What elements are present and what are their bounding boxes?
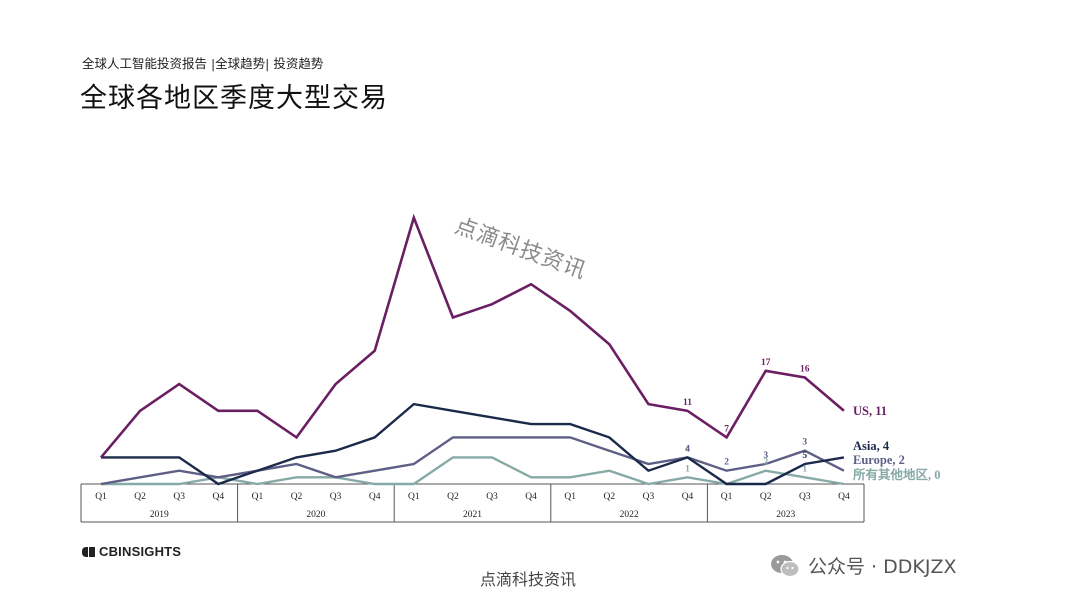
year-label: 2021 bbox=[463, 510, 482, 520]
x-tick-label: Q3 bbox=[173, 492, 185, 502]
x-tick-label: Q2 bbox=[134, 492, 146, 502]
x-tick-label: Q4 bbox=[212, 492, 224, 502]
x-tick-label: Q1 bbox=[564, 492, 576, 502]
watermark-bottom: 点滴科技资讯 bbox=[480, 570, 577, 589]
wechat-account: 公众号 · DDKJZX bbox=[770, 552, 956, 579]
x-tick-label: Q3 bbox=[643, 492, 655, 502]
data-label: 11 bbox=[683, 398, 692, 408]
year-label: 2022 bbox=[620, 510, 639, 520]
series-label-asia: Asia, 4 bbox=[853, 439, 890, 453]
x-tick-label: Q2 bbox=[291, 492, 303, 502]
series-label-europe: Europe, 2 bbox=[853, 453, 905, 467]
x-tick-label: Q4 bbox=[682, 492, 694, 502]
wechat-icon bbox=[771, 554, 800, 577]
data-label: 3 bbox=[763, 451, 768, 461]
x-tick-label: Q1 bbox=[95, 492, 107, 502]
year-label: 2023 bbox=[776, 510, 795, 520]
data-label: 4 bbox=[685, 444, 690, 454]
logo-text: CBINSIGHTS bbox=[99, 544, 182, 559]
chart-title: 全球各地区季度大型交易 bbox=[80, 83, 388, 114]
year-label: 2019 bbox=[150, 510, 169, 520]
data-label: 2 bbox=[724, 458, 729, 468]
series-label-other: 所有其他地区, 0 bbox=[853, 467, 941, 482]
x-tick-label: Q3 bbox=[799, 492, 811, 502]
x-tick-label: Q4 bbox=[369, 492, 381, 502]
x-tick-label: Q2 bbox=[603, 492, 615, 502]
data-label: 5 bbox=[802, 451, 807, 461]
x-tick-label: Q1 bbox=[252, 492, 264, 502]
x-tick-label: Q3 bbox=[486, 492, 498, 502]
data-label: 17 bbox=[761, 358, 771, 368]
data-label: 3 bbox=[802, 438, 807, 448]
series-line-us bbox=[100, 213, 845, 459]
data-label: 4 bbox=[685, 444, 690, 454]
x-tick-label: Q1 bbox=[721, 492, 733, 502]
cb-insights-logo: CBINSIGHTS bbox=[82, 544, 181, 559]
x-tick-label: Q3 bbox=[330, 492, 342, 502]
series-line-europe bbox=[100, 436, 845, 486]
year-label: 2020 bbox=[306, 510, 325, 520]
x-tick-label: Q1 bbox=[408, 492, 420, 502]
data-label: 16 bbox=[800, 364, 810, 374]
wechat-label: 公众号 · DDKJZX bbox=[808, 556, 957, 578]
data-label: 1 bbox=[685, 464, 690, 474]
data-label: 7 bbox=[724, 424, 729, 434]
series-label-us: US, 11 bbox=[853, 404, 887, 418]
x-tick-label: Q2 bbox=[447, 492, 459, 502]
report-subtitle: 全球人工智能投资报告 |全球趋势| 投资趋势 bbox=[82, 56, 324, 71]
data-label: 1 bbox=[802, 464, 807, 474]
data-label: 2 bbox=[763, 458, 768, 468]
x-tick-label: Q4 bbox=[838, 492, 850, 502]
x-tick-label: Q4 bbox=[525, 492, 537, 502]
series-line-other bbox=[101, 456, 845, 486]
cb-logo-icon bbox=[82, 546, 95, 557]
series-line-asia bbox=[101, 402, 845, 486]
x-tick-label: Q2 bbox=[760, 492, 772, 502]
